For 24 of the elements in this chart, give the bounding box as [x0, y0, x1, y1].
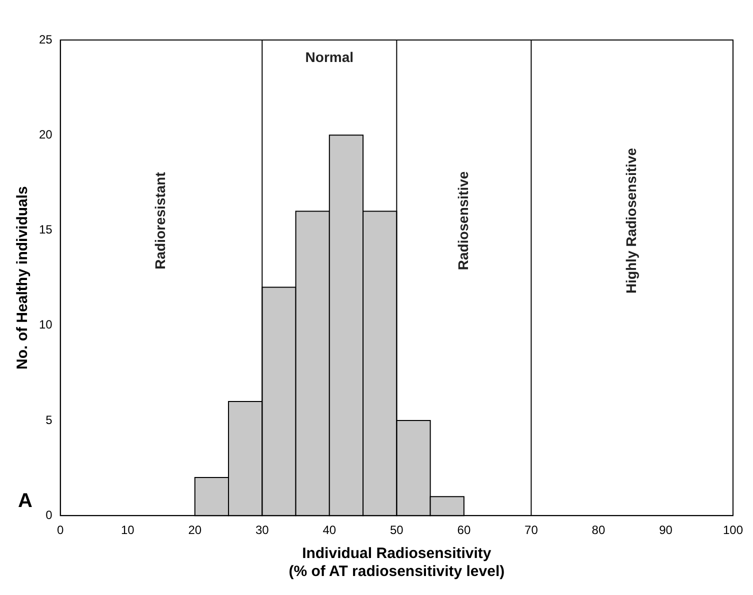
- annotation: Highly Radiosensitive: [622, 148, 639, 294]
- x-tick-label: 90: [659, 523, 673, 538]
- text: A: [18, 490, 32, 512]
- x-tick-label: 0: [57, 523, 64, 538]
- x-tick-label: 80: [592, 523, 606, 538]
- x-tick-label: 10: [120, 523, 135, 538]
- x-axis-title: Individual Radiosensitivity (% of AT radiosensitivity level): [288, 545, 505, 580]
- annotation: Normal: [305, 48, 354, 65]
- x-tick-label: 100: [722, 523, 744, 538]
- x-tick-label: 30: [255, 523, 270, 538]
- y-tick-label: 25: [38, 32, 53, 46]
- annotation: Radioresistant: [152, 172, 168, 270]
- x-tick-label: 50: [390, 523, 404, 538]
- x-tick-label: 20: [188, 523, 202, 538]
- y-tick-label: 15: [38, 222, 53, 237]
- annotation: Radiosensitive: [454, 171, 471, 270]
- x-tick-label: 40: [322, 523, 336, 538]
- y-tick-label: 5: [46, 412, 53, 427]
- x-tick-label: 60: [457, 523, 471, 538]
- y-tick-label: 0: [46, 508, 53, 522]
- y-tick-label: 20: [38, 127, 53, 142]
- x-tick-label: 70: [524, 523, 538, 538]
- y-axis-title: No. of Healthy individuals: [14, 186, 32, 370]
- y-tick-label: 10: [38, 318, 53, 332]
